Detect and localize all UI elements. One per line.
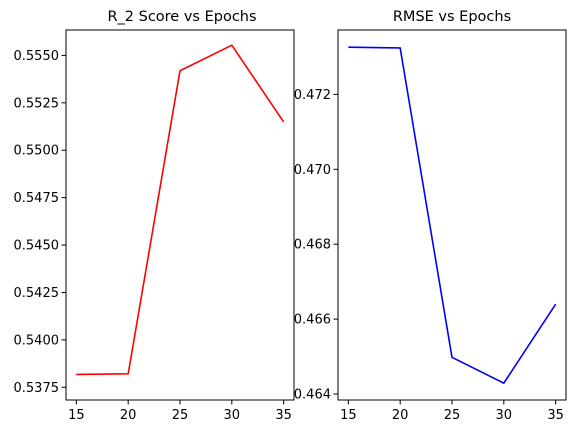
y-tick-label: 0.466 (294, 313, 331, 328)
x-tick-label: 15 (68, 408, 85, 423)
y-tick-label: 0.5400 (14, 333, 60, 348)
y-tick-label: 0.5425 (14, 286, 60, 301)
y-tick-label: 0.5375 (14, 381, 60, 396)
axes-frame (337, 29, 567, 401)
rmse-chart: RMSE vs Epochs 15 20 25 30 35 0.464 0.466 0.468… (294, 9, 567, 423)
series-line (76, 44, 285, 376)
y-tick-label: 0.5550 (14, 49, 60, 64)
y-tick-label: 0.5500 (14, 144, 60, 159)
plot-marks: 15 20 25 30 35 0.5375 0.5400 0.5425 0.5450 0.5475… (14, 44, 292, 423)
axes-frame (65, 29, 295, 401)
chart-title: RMSE vs Epochs (393, 9, 511, 25)
x-tick-label: 20 (120, 408, 137, 423)
x-tick-label: 35 (547, 408, 564, 423)
plot-marks: 15 20 25 30 35 0.464 0.466 0.468 0.470 0.472 (294, 46, 564, 423)
x-tick-label: 25 (172, 408, 189, 423)
x-tick-label: 15 (340, 408, 357, 423)
y-tick-label: 0.5525 (14, 96, 60, 111)
x-tick-label: 30 (224, 408, 241, 423)
y-tick-label: 0.468 (294, 238, 331, 253)
y-tick-label: 0.464 (294, 388, 331, 403)
x-tick-label: 25 (444, 408, 461, 423)
chart-title: R_2 Score vs Epochs (107, 9, 256, 25)
y-tick-label: 0.470 (294, 163, 331, 178)
series-line (348, 46, 557, 384)
y-tick-label: 0.5475 (14, 191, 60, 206)
y-tick-label: 0.5450 (14, 239, 60, 254)
y-tick-label: 0.472 (294, 88, 331, 103)
r2-score-chart: R_2 Score vs Epochs 15 20 25 30 35 0.5375 0.54… (14, 9, 295, 423)
x-tick-label: 20 (392, 408, 409, 423)
x-tick-label: 35 (275, 408, 292, 423)
x-tick-label: 30 (496, 408, 513, 423)
